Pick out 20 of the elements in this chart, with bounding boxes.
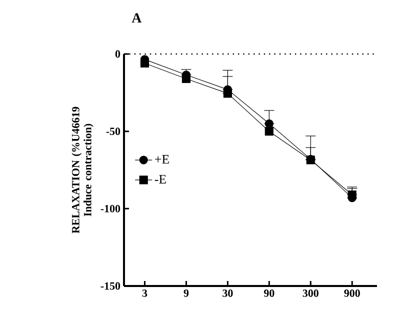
y-axis-title: RELAXATION (%U46619 Induce contraction) [72, 106, 94, 234]
x-tick-label: 3 [142, 290, 148, 297]
legend-label: +E [155, 155, 169, 164]
point [264, 127, 274, 136]
y-tick-label: -50 [106, 128, 120, 136]
x-tick-label: 300 [302, 290, 318, 297]
x-tick-label: 9 [184, 290, 189, 297]
y-tick-label: 0 [115, 50, 120, 58]
x-tick-label: 90 [264, 290, 274, 297]
point [264, 119, 274, 128]
x-tick-label: 900 [344, 290, 360, 297]
point [182, 74, 190, 84]
y-tick-label: -150 [100, 282, 120, 290]
x-tick-label: 30 [222, 290, 233, 297]
point [223, 89, 232, 98]
point [306, 156, 315, 164]
y-tick-label: -100 [100, 204, 120, 212]
point [140, 58, 150, 68]
legend-label: -E [154, 174, 166, 184]
chart-title: A [132, 13, 142, 22]
